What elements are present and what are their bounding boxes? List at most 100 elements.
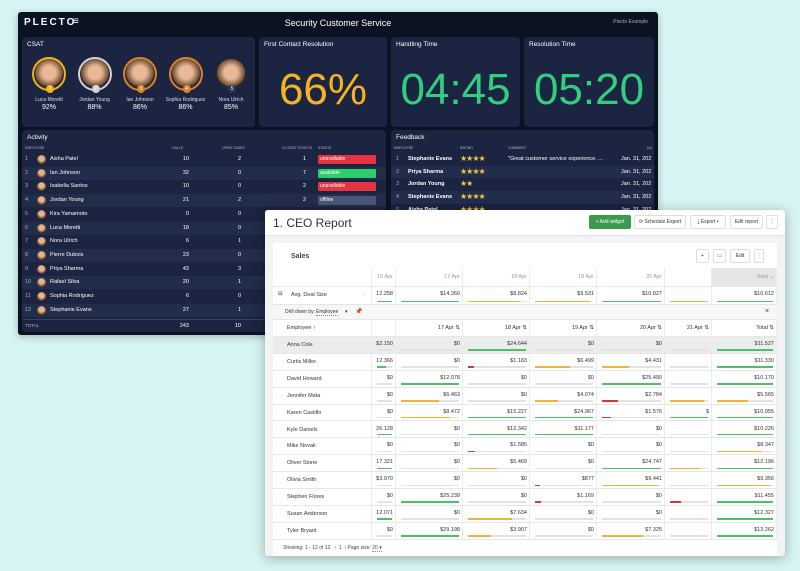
table-cell[interactable]	[665, 287, 712, 304]
table-cell[interactable]: $7.325	[597, 522, 665, 539]
column-header[interactable]: EMPLOYEE	[25, 146, 45, 150]
table-cell[interactable]: Total ⇅	[712, 320, 777, 336]
table-cell[interactable]: Karen Castillo	[273, 404, 372, 421]
table-cell[interactable]: $6.499	[530, 353, 597, 370]
table-cell[interactable]: $0	[463, 489, 530, 505]
table-cell[interactable]: $12.078	[396, 370, 463, 387]
table-cell[interactable]: $0	[463, 370, 530, 387]
table-cell[interactable]: $12.196	[712, 455, 777, 472]
column-header[interactable]: RATING	[460, 146, 473, 150]
table-cell[interactable]	[665, 455, 712, 472]
column-header[interactable]: 19 Apr ⇅	[571, 325, 594, 331]
table-cell[interactable]: $25.490	[597, 370, 665, 387]
table-cell[interactable]: $8.347	[712, 438, 777, 455]
table-cell[interactable]: $3.907	[463, 522, 530, 539]
table-cell[interactable]: $8.824	[463, 287, 530, 304]
dropdown-icon[interactable]: ▾	[345, 309, 348, 315]
table-cell[interactable]	[665, 370, 712, 387]
table-cell[interactable]: Kyle Daniels	[273, 421, 372, 438]
table-cell[interactable]: $29.198	[396, 522, 463, 539]
table-cell[interactable]: $6.463	[396, 387, 463, 404]
table-cell[interactable]	[372, 320, 396, 336]
table-cell[interactable]: 19 Apr ⇅	[530, 320, 597, 336]
column-header[interactable]: 21 Apr ⇅	[686, 325, 709, 331]
table-cell[interactable]: $0	[372, 522, 396, 539]
table-cell[interactable]: $0	[372, 387, 396, 404]
table-cell[interactable]: $0	[597, 421, 665, 438]
table-cell[interactable]: $15.227	[463, 404, 530, 421]
table-cell[interactable]	[665, 353, 712, 370]
table-cell[interactable]: $11.455	[712, 489, 777, 505]
table-cell[interactable]: $0	[372, 370, 396, 387]
table-cell[interactable]: $11.177	[530, 421, 597, 438]
table-cell[interactable]: 21 Apr ⇅	[665, 320, 712, 336]
table-cell[interactable]: Susan Anderson	[273, 506, 372, 522]
table-cell[interactable]: 17.321	[372, 455, 396, 472]
table-cell[interactable]: $2.784	[597, 387, 665, 404]
table-cell[interactable]: $0	[597, 438, 665, 455]
table-cell[interactable]: Anna Cole	[273, 337, 372, 353]
column-header[interactable]: DA	[647, 146, 652, 150]
widget-more-icon[interactable]: ⋮	[754, 249, 764, 263]
table-cell[interactable]: $9.441	[597, 472, 665, 489]
table-cell[interactable]: $0	[396, 472, 463, 489]
table-cell[interactable]: $0	[372, 438, 396, 455]
table-cell[interactable]: $0	[396, 353, 463, 370]
add-widget-button[interactable]: + Add widget	[589, 215, 631, 229]
table-cell[interactable]: $14.260	[396, 287, 463, 304]
table-cell[interactable]	[665, 489, 712, 505]
add-icon[interactable]: +	[696, 249, 709, 263]
table-cell[interactable]	[665, 522, 712, 539]
table-cell[interactable]: $0	[530, 455, 597, 472]
table-cell[interactable]: 16 Apr	[372, 268, 396, 286]
collapse-icon[interactable]: ⊟	[278, 291, 283, 297]
table-cell[interactable]: 17 Apr	[396, 268, 463, 286]
column-header[interactable]: 20 Apr ⇅	[639, 325, 662, 331]
table-cell[interactable]: $13.262	[712, 522, 777, 539]
table-cell[interactable]: $3.970	[372, 472, 396, 489]
table-cell[interactable]: $1.576	[597, 404, 665, 421]
table-cell[interactable]: 18 Apr	[463, 268, 530, 286]
table-cell[interactable]: $11.330	[712, 353, 777, 370]
table-cell[interactable]: $9.531	[530, 287, 597, 304]
table-cell[interactable]: $0	[530, 506, 597, 522]
table-cell[interactable]: $1.169	[530, 489, 597, 505]
table-cell[interactable]: $12.327	[712, 506, 777, 522]
column-header[interactable]: Total ⇅	[756, 325, 774, 331]
table-cell[interactable]: $0	[597, 506, 665, 522]
column-header[interactable]: COMMENT	[508, 146, 527, 150]
table-cell[interactable]: 12.366	[372, 353, 396, 370]
table-cell[interactable]: 20 Apr	[597, 268, 665, 286]
table-cell[interactable]: Curtis Miller	[273, 353, 372, 370]
table-cell[interactable]: 26.128	[372, 421, 396, 438]
table-cell[interactable]: $2.150	[372, 337, 396, 353]
table-cell[interactable]	[665, 337, 712, 353]
column-header[interactable]: CALLS	[172, 146, 184, 150]
table-cell[interactable]: 20 Apr ⇅	[597, 320, 665, 336]
metric-menu-icon[interactable]: ⋮	[361, 292, 367, 298]
table-cell[interactable]: Total ⌄	[712, 268, 777, 286]
table-cell[interactable]: 19 Apr	[530, 268, 597, 286]
table-cell[interactable]: 12.258	[372, 287, 396, 304]
table-cell[interactable]: $24.644	[463, 337, 530, 353]
drill-down-select[interactable]: Employee	[316, 309, 339, 316]
table-cell[interactable]: $5.469	[463, 455, 530, 472]
table-cell[interactable]: $10.955	[712, 404, 777, 421]
table-cell[interactable]: $0	[396, 337, 463, 353]
table-cell[interactable]: $4.074	[530, 387, 597, 404]
table-cell[interactable]: $0	[396, 438, 463, 455]
table-cell[interactable]: $0	[530, 522, 597, 539]
table-cell[interactable]	[665, 387, 712, 404]
table-cell[interactable]: $25.239	[396, 489, 463, 505]
pin-icon[interactable]: 📌	[355, 309, 363, 315]
table-cell[interactable]: Tyler Bryant	[273, 522, 372, 539]
table-cell[interactable]: $0	[396, 455, 463, 472]
table-cell[interactable]: David Howard	[273, 370, 372, 387]
next-page-button[interactable]: ›	[344, 545, 347, 551]
table-cell[interactable]: $10.170	[712, 370, 777, 387]
table-cell[interactable]	[665, 421, 712, 438]
column-header[interactable]: STATUS	[318, 146, 332, 150]
table-cell[interactable]	[273, 268, 372, 286]
table-cell[interactable]: 12.071	[372, 506, 396, 522]
table-cell[interactable]: $9.356	[712, 472, 777, 489]
